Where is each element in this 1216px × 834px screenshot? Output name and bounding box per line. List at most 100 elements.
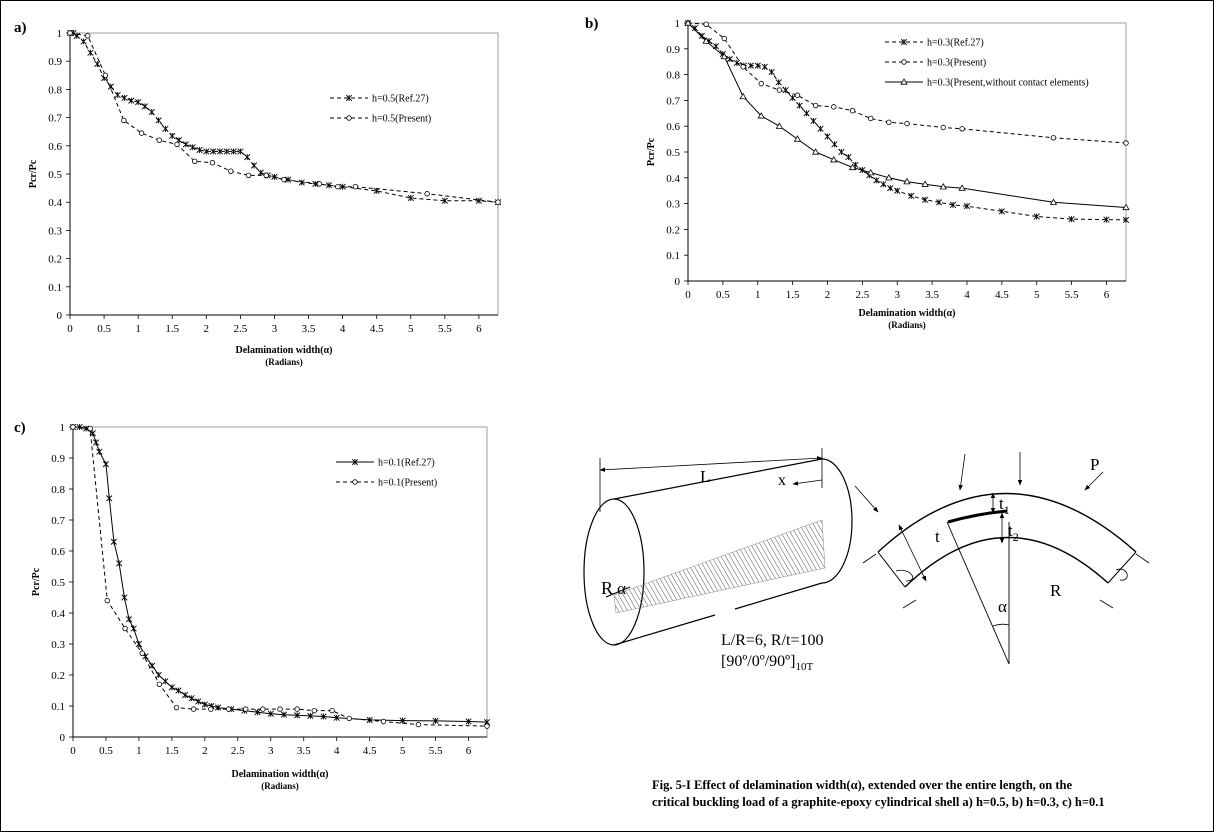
cylinder-bottom-edge [613,582,823,646]
series-line [72,426,488,727]
x-tick-label: 2 [825,289,831,301]
data-point [67,30,73,36]
data-point [775,122,784,129]
x-tick-label: 3 [272,323,278,335]
data-point [138,130,145,136]
data-point [316,181,323,187]
data-point [824,133,831,140]
data-point [156,137,162,143]
data-point [277,706,283,712]
data-point [110,538,117,545]
x-tick-label: 3 [268,745,274,757]
alpha-wedge [605,586,631,598]
data-point [94,60,101,68]
y-axis-label: Pcr/Pc [646,137,657,166]
legend-marker [900,78,908,85]
x-tick-label: 4 [964,289,970,301]
data-point [223,148,230,155]
data-point [702,37,710,44]
data-point [740,64,746,70]
y-tick-label: 0.7 [666,95,680,107]
x-tick-label: 5.5 [1065,289,1079,301]
data-point [225,706,232,712]
x-axis-label: Delamination width(α) [232,769,329,780]
data-point [1122,216,1130,223]
data-point [121,594,128,601]
data-point [775,79,782,86]
data-point [958,184,966,191]
data-point [333,714,340,721]
data-point [70,424,76,430]
data-point [757,112,765,119]
data-point [1049,198,1058,205]
label-t2: t2 [1008,521,1019,544]
data-point [294,706,300,712]
data-point [684,19,692,26]
data-point [243,706,249,712]
y-tick-label: 0.8 [48,84,62,96]
data-point [903,177,911,185]
label-L: L [700,467,710,486]
data-point [181,692,189,699]
x-tick-label: 0 [685,289,691,301]
data-point [192,158,198,165]
legend-marker [346,115,352,121]
y-tick-label: 1 [57,28,63,40]
data-point [789,94,796,101]
chart-panel-b: 0 0.1 0.2 0.3 0.4 0.5 0.6 0.7 0.8 0.9 1 0 0.5 1 1.5 2 2.… [646,18,1130,330]
y-tick-label: 0.4 [48,197,62,209]
y-tick-label: 0.5 [48,169,62,181]
series-line [69,32,499,203]
data-point [1068,215,1075,223]
label-alpha-arc: α [998,597,1007,616]
data-point [216,148,224,155]
data-point [121,117,127,124]
legend-marker [345,94,353,102]
x-tick-label: 5.5 [438,323,452,335]
data-point [116,560,123,567]
arc-section-sketch [854,452,1150,665]
data-point [162,125,169,132]
x-tick-label: 2.5 [234,323,248,335]
data-point [173,704,180,711]
x-tick-label: 0.5 [716,289,730,301]
data-point [894,187,901,194]
data-point [1123,140,1129,146]
data-point [175,687,182,694]
data-point [830,155,838,163]
x-axis-label: Delamination width(α) [236,345,333,356]
legend-label: h=0.5(Present) [372,114,431,125]
legend-label: h=0.5(Ref.27) [372,94,429,105]
data-point [168,684,176,691]
data-point [776,87,783,93]
data-point [201,701,208,708]
data-point [352,183,359,190]
data-point [196,146,203,154]
y-tick-label: 0 [675,276,681,288]
data-point [885,173,893,181]
data-point [733,59,740,67]
data-point [817,125,824,132]
legend-marker [351,458,359,466]
data-point [254,709,261,716]
data-point [761,63,768,70]
data-point [935,199,943,206]
y-tick-label: 0.6 [666,121,680,133]
params-ratio: L/R=6, R/t=100 [721,632,824,649]
legend-marker [352,479,358,485]
series-2 [70,424,490,729]
x-tick-label: 6 [466,745,472,757]
data-point [102,72,109,78]
y-tick-label: 0.2 [51,670,65,682]
y-tick-label: 0.2 [48,254,62,266]
legend-label: h=0.1(Ref.27) [378,458,435,469]
y-tick-label: 0.8 [666,70,680,82]
panel-label-b: b) [585,16,599,32]
x-tick-label: 3.5 [925,289,939,301]
data-point [250,162,258,169]
data-point [320,713,327,720]
data-point [747,62,754,69]
y-axis-label: Pcr/Pc [28,159,39,188]
data-point [698,32,706,40]
data-point [726,56,733,63]
